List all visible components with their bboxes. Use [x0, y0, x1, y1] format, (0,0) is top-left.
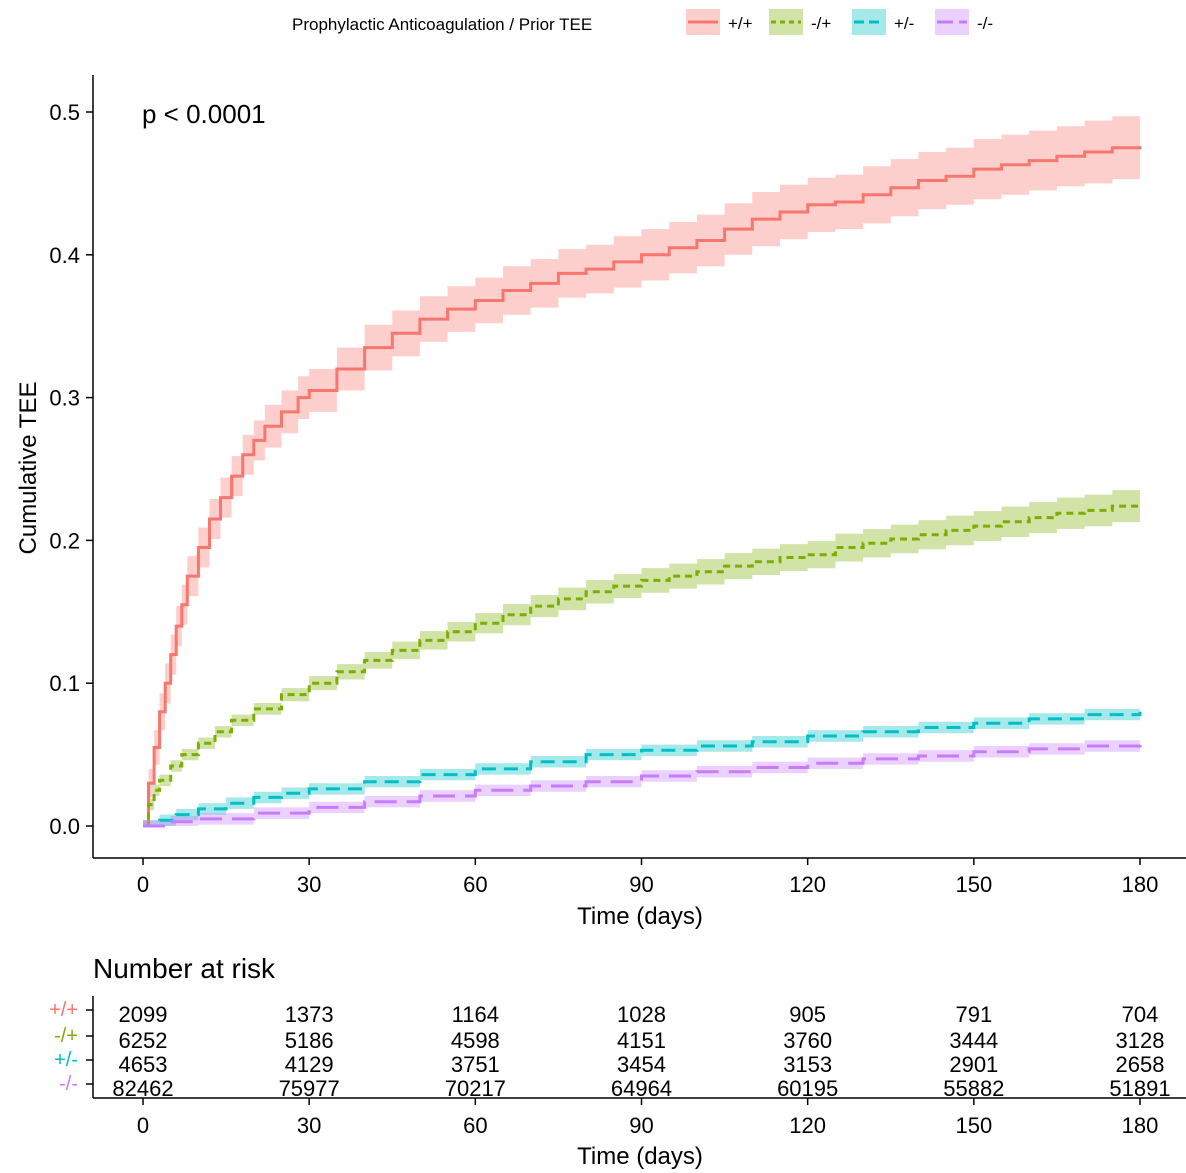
y-tick-label: 0.2	[49, 528, 80, 553]
risk-value: 75977	[279, 1076, 340, 1101]
y-tick-label: 0.3	[49, 386, 80, 411]
risk-x-tick-label: 60	[463, 1113, 487, 1138]
x-tick-label: 150	[955, 872, 992, 897]
risk-x-tick-label: 30	[297, 1113, 321, 1138]
risk-value: 60195	[777, 1076, 838, 1101]
risk-value: 2658	[1116, 1052, 1165, 1077]
risk-row-label-2: +/-	[54, 1049, 78, 1071]
risk-value: 4129	[285, 1052, 334, 1077]
risk-x-tick-label: 90	[629, 1113, 653, 1138]
confidence-band-2	[143, 706, 1140, 826]
risk-x-tick-label: 0	[137, 1113, 149, 1138]
risk-value: 3454	[617, 1052, 666, 1077]
series-line-3	[143, 743, 1142, 828]
risk-value: 4598	[451, 1028, 500, 1053]
risk-x-axis-title: Time (days)	[577, 1143, 703, 1170]
risk-x-tick-label: 120	[789, 1113, 826, 1138]
main-plot: 0.0 0.1 0.2 0.3 0.4 0.5 0 30 60 90 120 150 180 Cumu…	[15, 75, 1186, 930]
risk-value: 1373	[285, 1002, 334, 1027]
risk-value: 3751	[451, 1052, 500, 1077]
legend-title: Prophylactic Anticoagulation / Prior TEE	[292, 15, 592, 34]
legend-label-1: -/+	[811, 14, 831, 33]
risk-value: 4151	[617, 1028, 666, 1053]
risk-value: 3444	[949, 1028, 998, 1053]
risk-row-label-1: -/+	[54, 1025, 78, 1047]
x-tick-label: 0	[137, 872, 149, 897]
y-tick-label: 0.5	[49, 100, 80, 125]
series-line-0	[143, 146, 1142, 828]
y-tick-label: 0.4	[49, 243, 80, 268]
series-line-1	[143, 503, 1142, 828]
risk-x-tick-label: 150	[955, 1113, 992, 1138]
risk-row-label-0: +/+	[49, 999, 78, 1021]
y-tick-label: 0.0	[49, 814, 80, 839]
legend-label-0: +/+	[728, 14, 753, 33]
x-tick-label: 30	[297, 872, 321, 897]
risk-value: 4653	[119, 1052, 168, 1077]
risk-value: 51891	[1109, 1076, 1170, 1101]
y-tick-label: 0.1	[49, 671, 80, 696]
x-tick-label: 90	[629, 872, 653, 897]
risk-value: 55882	[943, 1076, 1004, 1101]
x-tick-label: 180	[1122, 872, 1159, 897]
risk-value: 5186	[285, 1028, 334, 1053]
risk-value: 64964	[611, 1076, 672, 1101]
risk-value: 1028	[617, 1002, 666, 1027]
risk-value: 3128	[1116, 1028, 1165, 1053]
risk-row-label-3: -/-	[59, 1073, 78, 1095]
risk-value: 6252	[119, 1028, 168, 1053]
risk-table-title: Number at risk	[93, 953, 276, 984]
risk-value: 82462	[112, 1076, 173, 1101]
risk-value: 3153	[783, 1052, 832, 1077]
risk-value: 905	[789, 1002, 826, 1027]
risk-value: 1164	[452, 1002, 499, 1027]
risk-value: 704	[1122, 1002, 1159, 1027]
risk-value: 2099	[119, 1002, 168, 1027]
x-tick-label: 60	[463, 872, 487, 897]
confidence-band-1	[143, 487, 1140, 826]
risk-x-tick-label: 180	[1122, 1113, 1159, 1138]
risk-value: 3760	[783, 1028, 832, 1053]
series-line-2	[143, 711, 1142, 828]
legend-label-2: +/-	[894, 14, 914, 33]
legend: Prophylactic Anticoagulation / Prior TEE…	[292, 9, 993, 35]
legend-label-3: -/-	[977, 14, 993, 33]
p-value-annotation: p < 0.0001	[142, 99, 266, 129]
risk-value: 70217	[445, 1076, 506, 1101]
x-axis-title: Time (days)	[577, 903, 703, 930]
x-tick-label: 120	[789, 872, 826, 897]
risk-value: 791	[955, 1002, 992, 1027]
y-axis-title: Cumulative TEE	[15, 382, 42, 555]
risk-value: 2901	[949, 1052, 998, 1077]
risk-table: Number at risk +/+ 2099 1373 1164 1028 905 791…	[49, 953, 1186, 1170]
